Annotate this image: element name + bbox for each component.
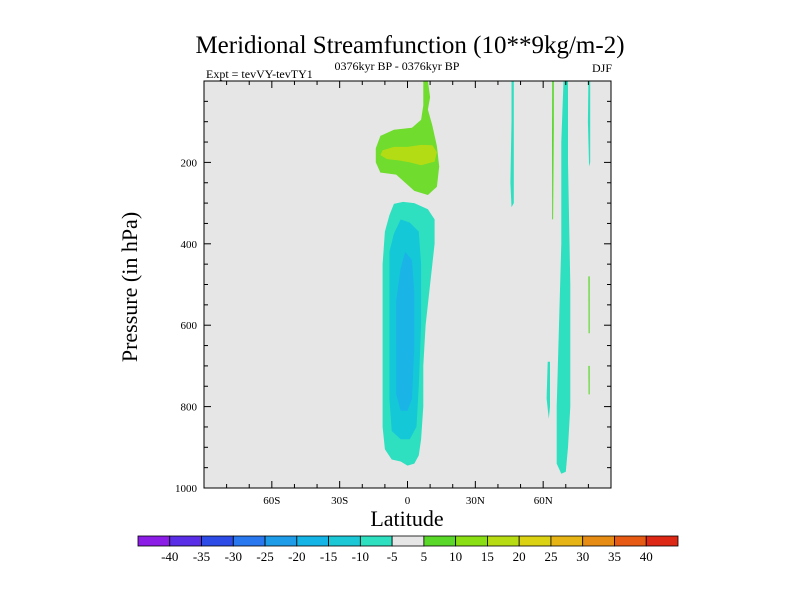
colorbar-label: -40 xyxy=(161,549,178,564)
x-tick-label: 30N xyxy=(466,495,485,507)
contour-northern-negative-band xyxy=(556,81,571,474)
y-tick-label: 200 xyxy=(181,157,198,169)
y-tick-labels: 200 400 600 800 1000 xyxy=(175,157,198,495)
colorbar-label: 30 xyxy=(576,549,589,564)
contour-regions xyxy=(375,81,591,474)
x-tick-labels: 60S 30S 0 30N 60N xyxy=(263,495,552,507)
colorbar-box xyxy=(518,535,552,547)
colorbar-label: -25 xyxy=(256,549,273,564)
x-tick-label: 60S xyxy=(263,495,280,507)
experiment-label: Expt = tevVY-tevTY1 xyxy=(206,67,313,81)
colorbar-box xyxy=(201,535,234,547)
colorbar xyxy=(137,535,679,547)
contour-band-80n xyxy=(587,81,591,167)
x-tick-label: 60N xyxy=(534,495,553,507)
colorbar-label: 35 xyxy=(608,549,621,564)
colorbar-label: 5 xyxy=(421,549,428,564)
contour-lower-tropical-negative-core xyxy=(396,251,415,411)
colorbar-box xyxy=(582,535,615,547)
colorbar-label: -5 xyxy=(387,549,398,564)
colorbar-label: -15 xyxy=(320,549,337,564)
colorbar-box xyxy=(359,535,393,547)
season-label: DJF xyxy=(592,61,612,75)
colorbar-label: 15 xyxy=(481,549,494,564)
colorbar-label: -20 xyxy=(288,549,305,564)
y-axis-label: Pressure (in hPa) xyxy=(117,212,142,362)
colorbar-labels: -40 -35 -30 -25 -20 -15 -10 -5 5 10 15 20 25 30 35 40 xyxy=(161,549,653,564)
colorbar-label: -10 xyxy=(352,549,369,564)
colorbar-box xyxy=(264,535,298,547)
x-axis-label: Latitude xyxy=(370,506,443,531)
colorbar-box xyxy=(328,535,361,547)
colorbar-box xyxy=(169,535,202,547)
colorbar-box xyxy=(391,535,425,547)
x-tick-label: 0 xyxy=(405,495,411,507)
contour-strip-80n-lower xyxy=(588,276,590,334)
y-tick-label: 800 xyxy=(181,402,198,414)
colorbar-label: 10 xyxy=(449,549,462,564)
contour-upper-tropical-positive-cell xyxy=(375,81,440,195)
colorbar-box xyxy=(614,535,647,547)
contour-strip-80n-bottom xyxy=(588,365,590,395)
colorbar-box xyxy=(137,535,171,547)
colorbar-label: 20 xyxy=(513,549,526,564)
y-tick-label: 600 xyxy=(181,320,198,332)
colorbar-box xyxy=(645,535,679,547)
contour-upper-tropical-positive-core xyxy=(380,144,437,166)
colorbar-label: -35 xyxy=(193,549,210,564)
contour-band-62n xyxy=(546,361,550,419)
colorbar-label: -30 xyxy=(225,549,242,564)
colorbar-box xyxy=(550,535,584,547)
colorbar-box xyxy=(232,535,266,547)
contour-band-45n xyxy=(510,81,514,208)
colorbar-label: 40 xyxy=(640,549,653,564)
colorbar-box xyxy=(423,535,457,547)
y-tick-label: 400 xyxy=(181,239,198,251)
time-range-label: 0376kyr BP - 0376kyr BP xyxy=(335,59,460,73)
y-tick-label: 1000 xyxy=(175,483,198,495)
colorbar-box xyxy=(296,535,329,547)
colorbar-box xyxy=(455,535,488,547)
contour-strip-64n xyxy=(552,81,554,220)
colorbar-label: 25 xyxy=(544,549,557,564)
chart-title: Meridional Streamfunction (10**9kg/m-2) xyxy=(195,32,624,59)
x-tick-label: 30S xyxy=(331,495,348,507)
colorbar-box xyxy=(487,535,520,547)
axis-ticks xyxy=(204,81,611,488)
